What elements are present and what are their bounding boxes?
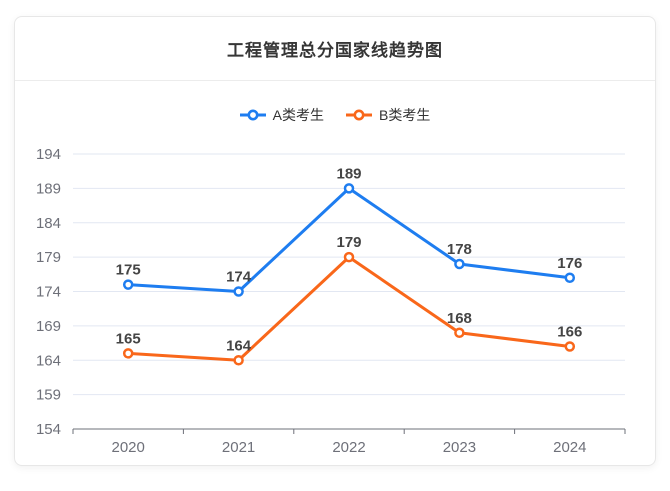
legend-line-circle-icon [239, 109, 266, 121]
legend-item-series-b[interactable]: B类考生 [346, 105, 430, 125]
legend-line-circle-icon [346, 109, 372, 121]
series-a: 175 174 189 178 176 [116, 165, 582, 297]
x-tick-label: 2021 [222, 439, 255, 456]
data-point-marker[interactable] [454, 327, 465, 338]
chart-legend: A类考生 B类考生 [15, 105, 655, 125]
y-tick-label: 174 [36, 284, 61, 301]
x-tick-label: 2020 [112, 439, 145, 456]
data-point-label: 176 [557, 255, 582, 272]
x-tick-label: 2023 [443, 439, 476, 456]
x-tick-label: 2022 [332, 439, 365, 456]
chart-card-header: 工程管理总分国家线趋势图 [15, 17, 655, 81]
data-point-label: 164 [226, 337, 252, 354]
data-point-marker[interactable] [564, 272, 576, 283]
x-tick-label: 2024 [553, 439, 586, 456]
data-point-marker[interactable] [233, 355, 244, 366]
x-axis: 2020 2021 2022 2023 2024 [72, 428, 626, 456]
data-point-label: 174 [226, 269, 252, 286]
data-point-label: 166 [557, 324, 582, 341]
series-b: 165 164 179 168 166 [116, 234, 582, 366]
legend-item-series-a[interactable]: A类考生 [239, 105, 324, 125]
data-point-marker[interactable] [122, 279, 134, 290]
series-line [126, 255, 572, 362]
y-tick-label: 159 [36, 387, 61, 404]
y-tick-label: 169 [36, 318, 61, 335]
legend-label: A类考生 [272, 107, 324, 123]
data-point-marker[interactable] [454, 258, 465, 270]
data-point-marker[interactable] [343, 251, 355, 263]
chart-card: 工程管理总分国家线趋势图 A类考生 B类考生 154 159 164 169 174 179… [14, 16, 656, 466]
data-point-label: 175 [116, 262, 141, 279]
data-point-label: 189 [336, 165, 361, 182]
data-point-label: 179 [336, 234, 361, 251]
chart-title: 工程管理总分国家线趋势图 [227, 41, 443, 60]
y-tick-label: 179 [36, 249, 61, 266]
data-point-marker[interactable] [564, 341, 576, 352]
y-tick-label: 184 [36, 215, 61, 232]
y-tick-label: 154 [36, 421, 61, 438]
data-point-label: 168 [447, 310, 472, 327]
y-tick-label: 194 [36, 146, 61, 163]
y-tick-label: 164 [36, 352, 61, 369]
y-tick-label: 189 [36, 180, 61, 197]
data-point-marker[interactable] [233, 286, 244, 297]
data-point-marker[interactable] [343, 183, 355, 194]
data-point-label: 165 [116, 330, 141, 347]
data-point-marker[interactable] [122, 348, 134, 359]
legend-label: B类考生 [379, 107, 431, 123]
y-axis-labels: 154 159 164 169 174 179 184 189 194 [36, 146, 61, 438]
data-point-label: 178 [447, 241, 472, 258]
chart-body: A类考生 B类考生 154 159 164 169 174 179 184 189 194 2020… [15, 105, 655, 491]
